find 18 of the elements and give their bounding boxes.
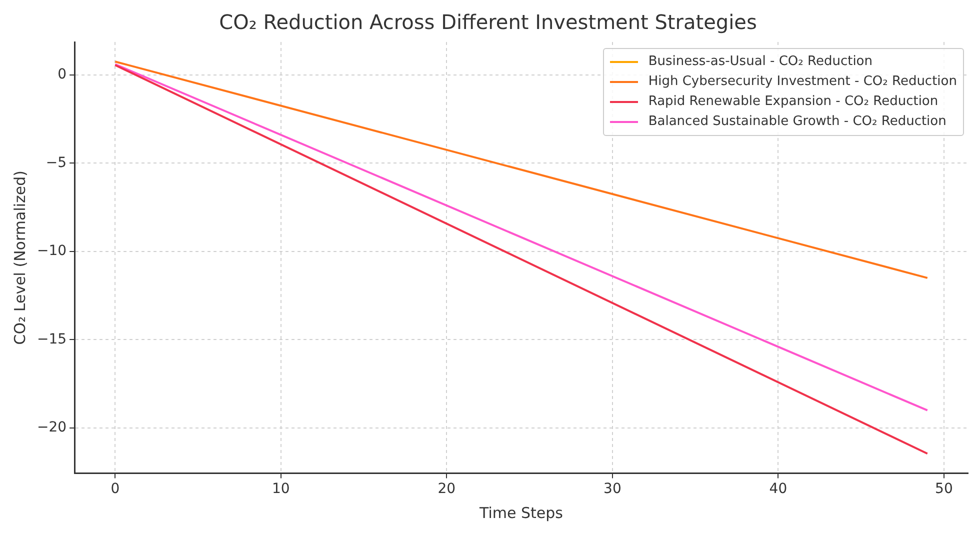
y-tick-label: 0 <box>58 66 67 82</box>
legend-label: Rapid Renewable Expansion - CO₂ Reduction <box>648 93 938 111</box>
y-tick-label: −20 <box>37 420 67 436</box>
x-tick-label: 20 <box>438 481 456 498</box>
x-axis-title: Time Steps <box>478 504 564 522</box>
x-tick-label: 40 <box>769 481 788 498</box>
x-tick-label: 10 <box>272 481 290 498</box>
x-tick-label: 30 <box>604 481 622 498</box>
legend-label: Business-as-Usual - CO₂ Reduction <box>648 53 872 71</box>
y-axis-title: CO₂ Level (Normalized) <box>10 170 29 345</box>
x-tick-label: 0 <box>110 481 120 498</box>
y-tick-label: −10 <box>37 243 67 260</box>
y-tick-label: −15 <box>37 331 67 348</box>
legend-label: High Cybersecurity Investment - CO₂ Reduction <box>648 73 957 91</box>
chart-title: CO₂ Reduction Across Different Investment Strategies <box>219 10 757 34</box>
legend-label: Balanced Sustainable Growth - CO₂ Reduction <box>648 113 946 131</box>
y-tick-label: −5 <box>46 154 67 171</box>
x-tick-label: 50 <box>935 481 953 498</box>
